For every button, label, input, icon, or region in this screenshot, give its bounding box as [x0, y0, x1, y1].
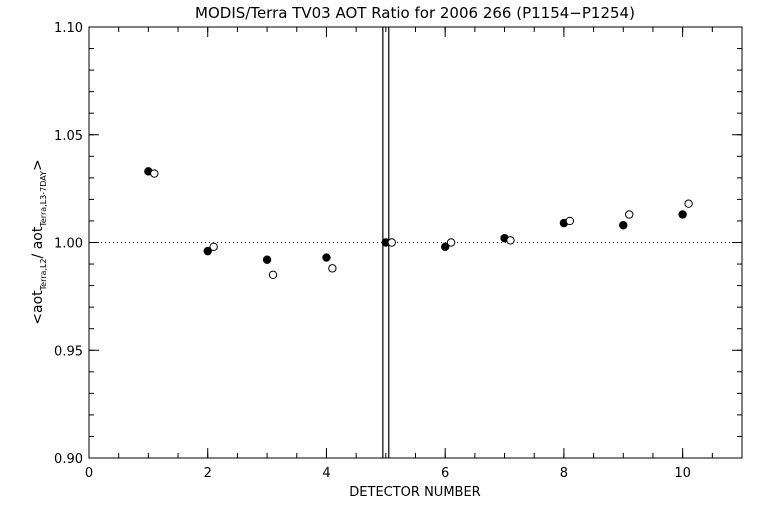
filled-data-point — [440, 242, 450, 252]
y-axis-label-suffix: > — [30, 159, 46, 171]
open-data-point — [328, 264, 337, 273]
filled-data-point — [203, 246, 212, 256]
filled-data-point — [322, 253, 331, 262]
open-data-point — [209, 242, 218, 252]
y-tick-label: 0.95 — [54, 344, 83, 359]
x-tick-label: 4 — [322, 466, 330, 481]
y-axis-label-sub2: Terra,L3-7DAY — [39, 171, 48, 228]
open-data-point — [387, 238, 396, 247]
y-tick-label: 1.00 — [54, 237, 83, 252]
open-data-point — [506, 236, 515, 245]
plot-area: 0 2 4 6 8 10 0.90 0.95 1.00 1.05 1.10 — [54, 21, 743, 481]
open-data-point — [446, 238, 456, 247]
y-tick-label: 0.90 — [54, 452, 83, 467]
y-tick-label: 1.05 — [54, 129, 83, 144]
filled-data-point — [678, 210, 687, 219]
y-tick-label: 1.10 — [54, 21, 83, 36]
x-tick-label: 2 — [204, 466, 212, 481]
x-tick-label: 0 — [85, 466, 93, 481]
chart-title: MODIS/Terra TV03 AOT Ratio for 2006 266 … — [195, 4, 635, 22]
y-axis-label-prefix: <aot — [30, 290, 46, 325]
filled-data-point — [619, 221, 628, 230]
plot-frame — [88, 26, 743, 459]
filled-data-point — [262, 255, 272, 264]
open-data-point — [268, 270, 278, 280]
open-data-point — [625, 210, 634, 219]
y-axis-label-middle: / aot — [30, 226, 46, 258]
open-data-point — [684, 199, 693, 208]
x-axis-label: DETECTOR NUMBER — [349, 485, 480, 500]
x-tick-label: 6 — [441, 466, 449, 481]
x-tick-label: 10 — [674, 466, 691, 481]
open-data-point — [150, 169, 159, 178]
open-data-point — [565, 216, 575, 226]
y-axis-label-sub1: Terra,L2 — [39, 258, 48, 291]
x-tick-label: 8 — [560, 466, 568, 481]
y-axis-label: <aotTerra,L2/ aotTerra,L3-7DAY> — [30, 159, 48, 324]
